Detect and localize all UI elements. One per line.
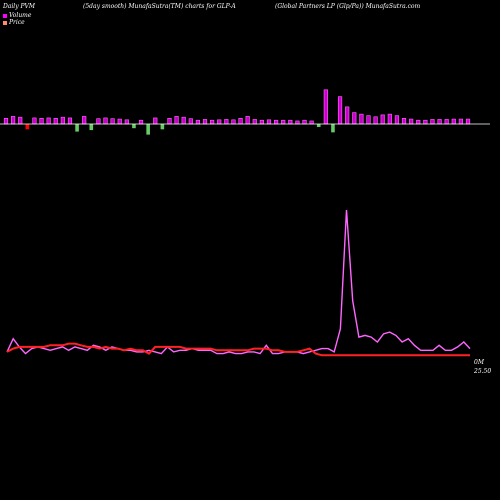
volume-bar — [160, 124, 165, 130]
volume-bar — [331, 124, 335, 133]
volume-bar — [146, 124, 150, 135]
volume-bar — [273, 119, 279, 125]
volume-bar — [359, 113, 364, 125]
volume-bar — [380, 114, 385, 125]
volume-value-label: 0M — [474, 359, 484, 366]
volume-bar — [295, 120, 300, 125]
volume-bar — [302, 119, 307, 125]
volume-bar — [3, 118, 9, 125]
volume-bar — [53, 118, 58, 125]
volume-bar — [345, 106, 350, 125]
volume-bar — [451, 118, 456, 125]
volume-bar — [174, 116, 179, 125]
volume-bar — [401, 118, 407, 125]
legend-price-swatch — [3, 20, 7, 25]
volume-bar — [373, 116, 378, 125]
legend-volume-swatch — [3, 13, 7, 18]
chart-header-title: (5day smooth) MunafaSutra(TM) charts for… — [83, 3, 236, 10]
volume-bar — [458, 118, 463, 125]
volume-bar — [309, 120, 314, 125]
volume-bar — [25, 124, 30, 130]
volume-bar — [153, 117, 158, 125]
volume-bar — [124, 119, 129, 125]
volume-bar — [437, 119, 442, 125]
volume-bar — [117, 118, 122, 125]
price-value-label: 25.50 — [474, 368, 492, 375]
volume-bar — [352, 112, 357, 125]
volume-bar — [60, 116, 65, 125]
volume-bar — [224, 119, 229, 125]
legend-price: Price — [3, 19, 25, 26]
volume-bar — [39, 118, 44, 125]
volume-bar — [394, 115, 400, 125]
volume-bar — [181, 116, 186, 125]
legend-volume-label: Volume — [9, 12, 32, 19]
volume-bar — [167, 118, 172, 125]
volume-bar — [231, 119, 236, 125]
legend-volume: Volume — [3, 12, 31, 19]
volume-bar — [465, 118, 471, 125]
chart-header-company: (Global Partners LP (Glp/Pa)) MunafaSutr… — [275, 3, 421, 10]
volume-bar — [202, 119, 208, 125]
volume-bar — [409, 118, 414, 125]
legend-price-label: Price — [9, 19, 25, 26]
volume-bar — [245, 116, 250, 125]
volume-bar — [387, 113, 392, 125]
volume-bar — [366, 115, 371, 125]
volume-bar — [110, 118, 115, 125]
volume-bar — [75, 124, 79, 132]
volume-bar — [238, 118, 243, 125]
volume-line — [6, 209, 471, 355]
volume-bar — [337, 96, 343, 125]
volume-bar — [288, 119, 293, 125]
volume-bar — [11, 116, 16, 125]
volume-bar — [89, 124, 94, 131]
volume-bar — [32, 117, 37, 125]
volume-bar — [210, 119, 215, 125]
volume-bar — [316, 124, 321, 128]
volume-bars — [3, 89, 471, 135]
volume-bar — [18, 116, 23, 125]
volume-bar — [82, 116, 87, 125]
volume-bar — [46, 117, 51, 125]
volume-bar — [323, 89, 328, 125]
volume-bar — [96, 118, 101, 125]
volume-bar — [138, 119, 144, 125]
volume-bar — [252, 119, 257, 125]
volume-bar — [281, 119, 286, 125]
volume-bar — [266, 119, 272, 125]
volume-bar — [67, 117, 73, 125]
volume-bar — [217, 119, 222, 125]
volume-bar — [259, 119, 264, 125]
price-line — [6, 342, 470, 357]
volume-bar — [423, 119, 428, 125]
volume-bar — [132, 124, 136, 129]
volume-bar — [430, 119, 435, 125]
volume-bar — [188, 118, 193, 125]
volume-bar — [195, 119, 201, 125]
chart-header-left: Daily PVM — [3, 3, 36, 10]
volume-bar — [416, 119, 421, 125]
volume-bar — [103, 117, 108, 125]
volume-bar — [444, 119, 449, 125]
